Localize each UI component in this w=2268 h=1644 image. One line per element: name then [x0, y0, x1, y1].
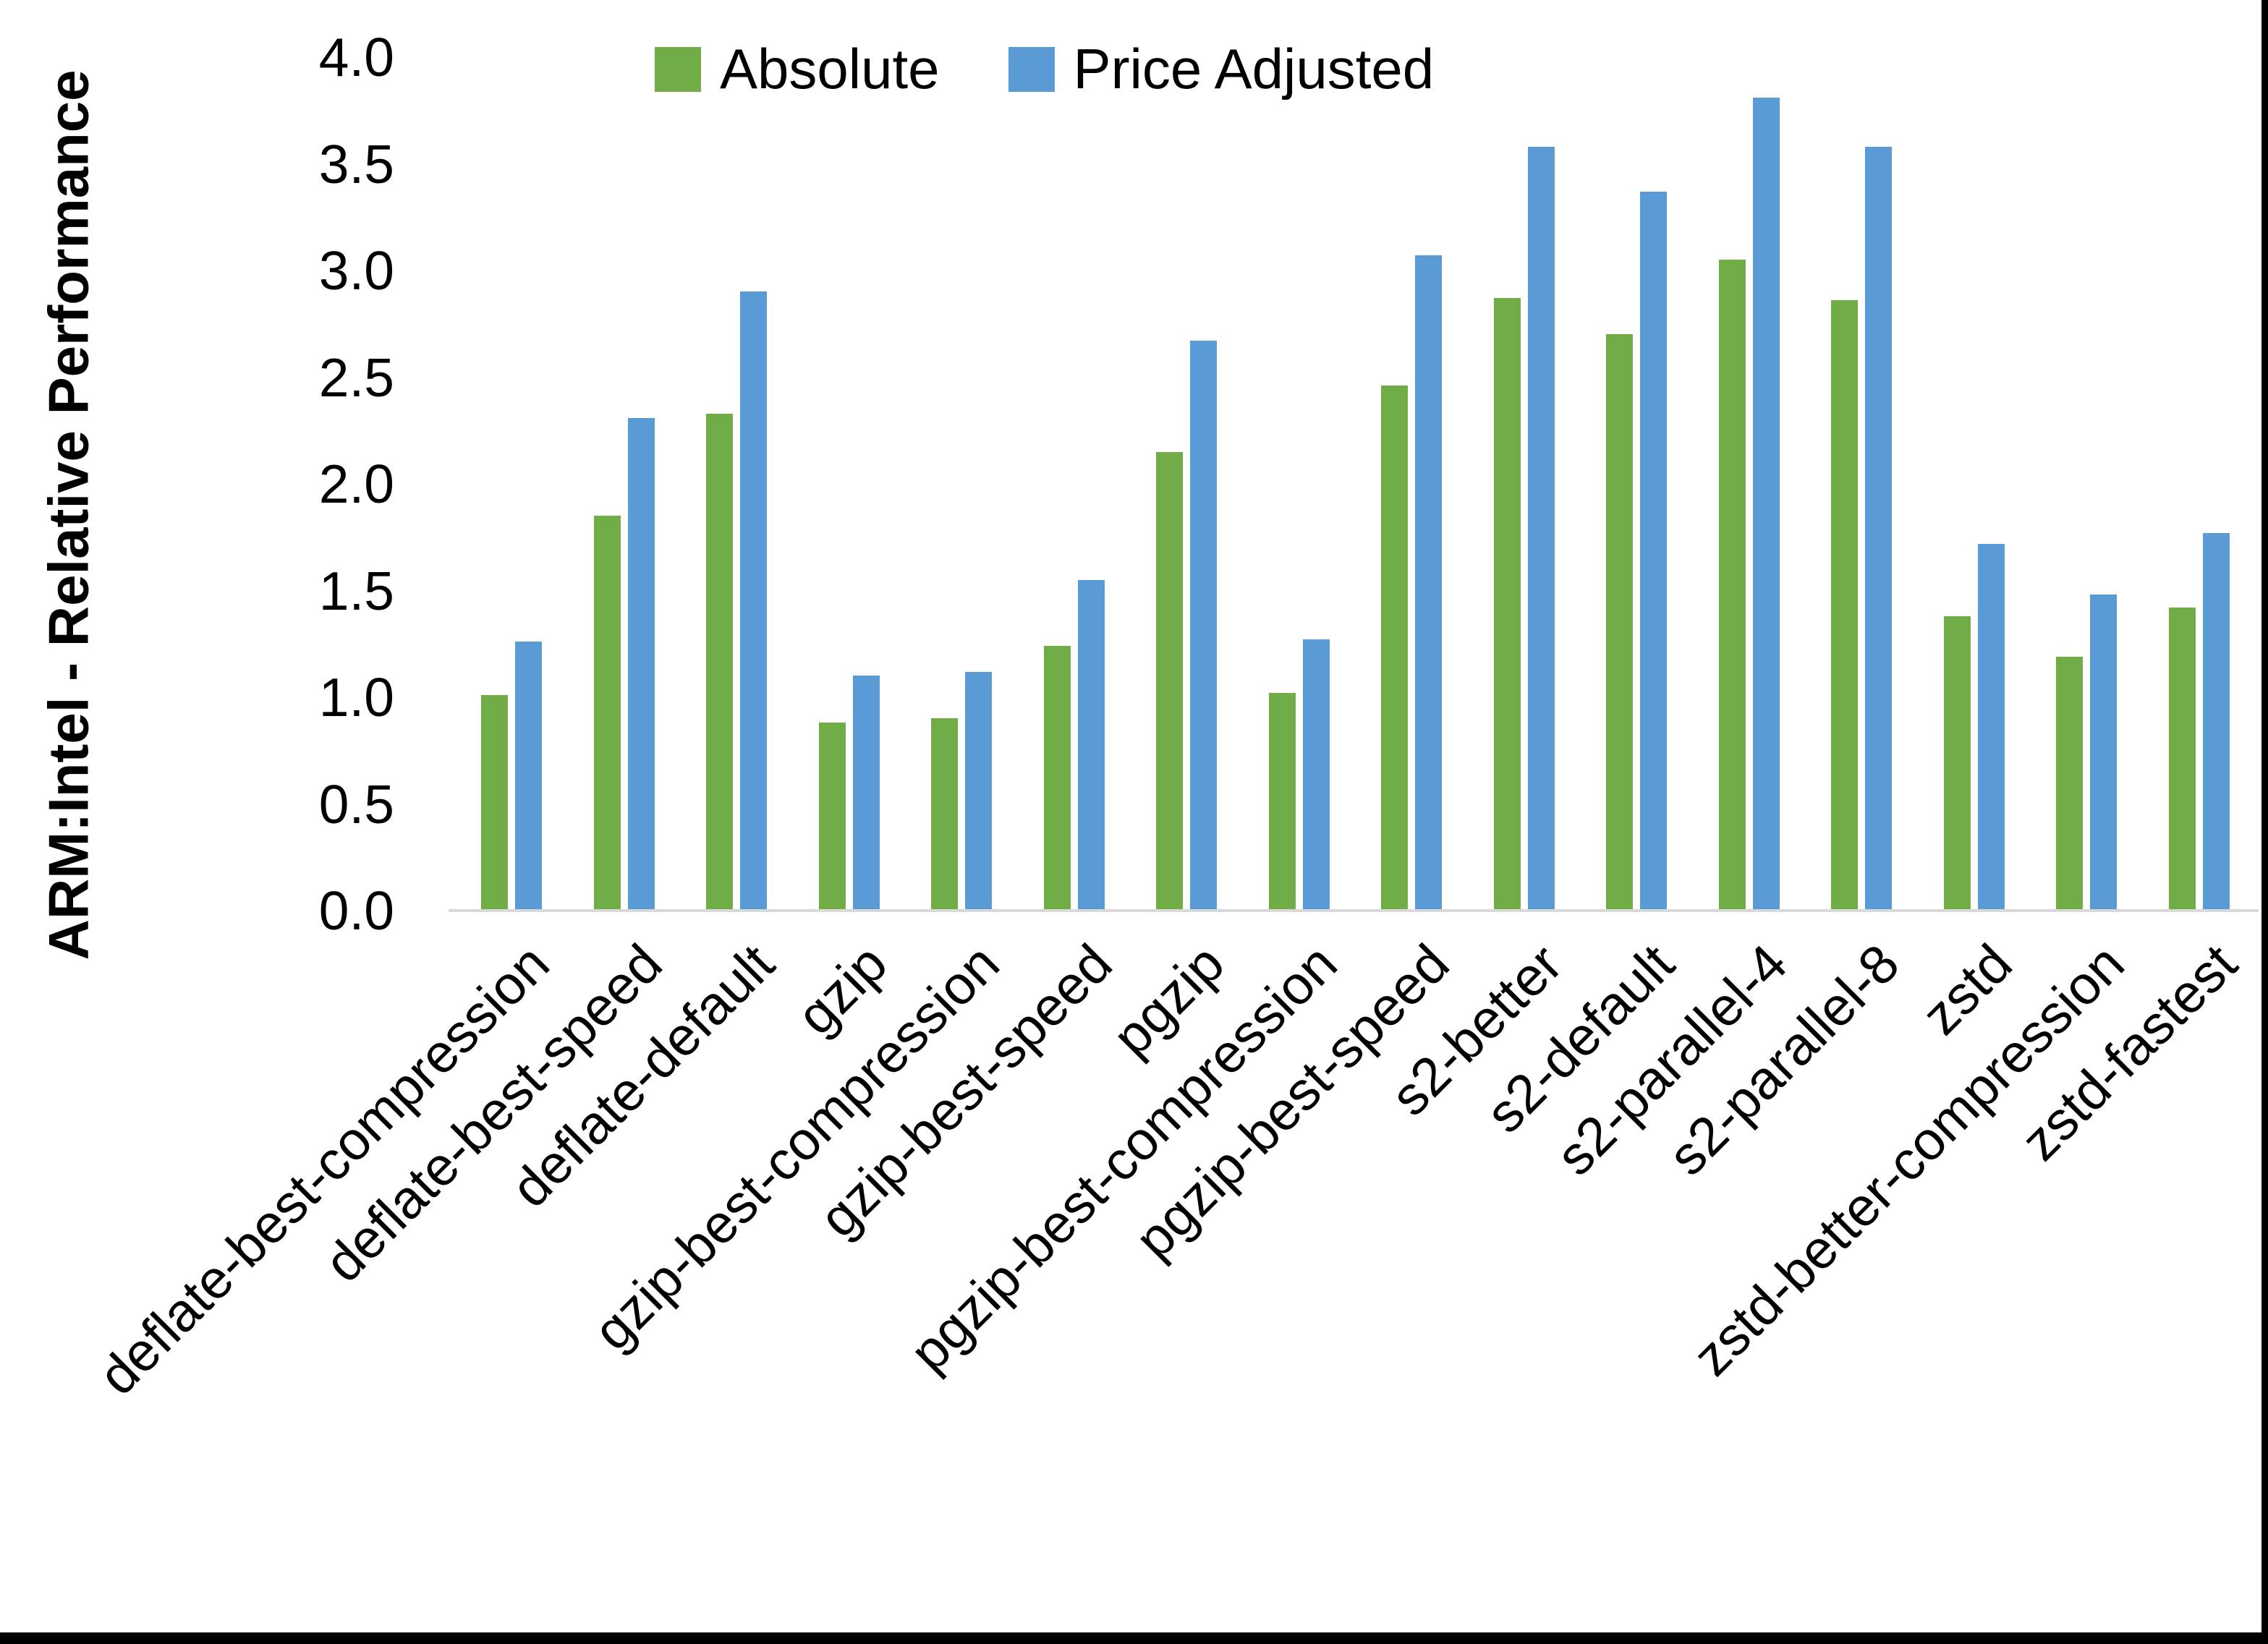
y-tick-label: 1.0 — [318, 667, 394, 728]
bar-price-adjusted — [1527, 147, 1555, 911]
y-tick-label: 0.5 — [318, 773, 394, 835]
bar-price-adjusted — [1752, 98, 1780, 911]
legend-swatch-absolute-icon — [655, 46, 701, 92]
bar-price-adjusted — [515, 642, 542, 911]
bar-absolute — [1156, 452, 1183, 911]
bar-price-adjusted — [2090, 595, 2117, 911]
bar-absolute — [1943, 616, 1971, 911]
y-tick-label: 2.0 — [318, 453, 394, 514]
bar-absolute — [818, 723, 846, 911]
bar-price-adjusted — [627, 418, 655, 911]
legend-label-price-adjusted: Price Adjusted — [1073, 37, 1435, 101]
bar-absolute — [1606, 334, 1633, 911]
window-right-border — [2261, 0, 2268, 1644]
bar-absolute — [481, 695, 508, 911]
y-tick-label: 4.0 — [318, 27, 394, 88]
bar-absolute — [2056, 657, 2083, 911]
bar-price-adjusted — [1077, 580, 1105, 911]
legend-label-absolute: Absolute — [720, 37, 940, 101]
bar-price-adjusted — [1190, 341, 1217, 911]
y-axis-title: ARM:Intel - Relative Performance — [36, 69, 101, 961]
bar-absolute — [2168, 608, 2196, 911]
bar-price-adjusted — [1302, 639, 1330, 911]
bar-absolute — [593, 516, 621, 911]
y-tick-label: 1.5 — [318, 560, 394, 621]
y-tick-label: 0.0 — [318, 880, 394, 941]
bar-price-adjusted — [1640, 192, 1667, 911]
y-tick-label: 3.0 — [318, 240, 394, 301]
bar-price-adjusted — [852, 676, 880, 911]
y-tick-label: 3.5 — [318, 133, 394, 195]
bar-price-adjusted — [1415, 255, 1442, 911]
bar-absolute — [1493, 298, 1521, 911]
y-tick-label: 2.5 — [318, 346, 394, 408]
bar-absolute — [706, 414, 733, 911]
legend-item-price-adjusted: Price Adjusted — [1008, 36, 1435, 102]
bar-price-adjusted — [1865, 147, 1892, 911]
bar-absolute — [1043, 646, 1071, 911]
bar-price-adjusted — [965, 672, 992, 911]
bar-absolute — [1268, 693, 1296, 911]
bar-absolute — [931, 718, 958, 911]
legend-item-absolute: Absolute — [655, 36, 940, 102]
legend-swatch-price-adjusted-icon — [1008, 46, 1055, 92]
bar-price-adjusted — [740, 291, 767, 911]
bar-absolute — [1718, 260, 1746, 911]
bar-price-adjusted — [2202, 533, 2230, 911]
bar-price-adjusted — [1977, 544, 2005, 911]
x-axis-line — [449, 909, 2259, 912]
bar-absolute — [1381, 386, 1408, 911]
category-label: deflate-best-compression — [87, 932, 561, 1407]
window-bottom-border — [0, 1632, 2268, 1644]
legend: Absolute Price Adjusted — [655, 36, 1434, 102]
bar-absolute — [1831, 300, 1858, 911]
